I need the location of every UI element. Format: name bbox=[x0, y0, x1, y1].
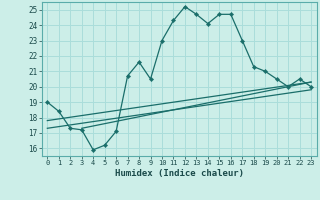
X-axis label: Humidex (Indice chaleur): Humidex (Indice chaleur) bbox=[115, 169, 244, 178]
